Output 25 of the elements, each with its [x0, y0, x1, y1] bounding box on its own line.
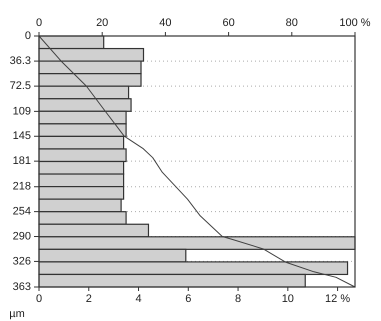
y-tick-label: 218	[12, 180, 31, 193]
y-tick-label: 109	[12, 105, 31, 118]
x-tick-label: 8	[234, 293, 242, 305]
x2-tick-label: 80	[286, 17, 298, 29]
x2-tick-label: 0	[36, 17, 42, 29]
x2-tick-label: 40	[159, 17, 172, 29]
x2-tick-label: 20	[96, 17, 108, 29]
x-tick-label: 12 %	[325, 293, 350, 305]
x2-tick-label: 60	[222, 17, 235, 29]
y-tick-label: 363	[12, 280, 31, 293]
y-tick-label: 0	[24, 30, 31, 42]
x-tick-label: 10	[282, 293, 294, 305]
y-tick-label: 181	[12, 155, 31, 168]
y-tick-label: 145	[12, 130, 31, 142]
x2-tick-label: 100 %	[339, 17, 371, 29]
x-tick-label: 2	[86, 293, 92, 305]
y-tick-label: 290	[12, 230, 31, 242]
y-tick-label: 254	[12, 206, 31, 218]
x-tick-label: 0	[36, 293, 42, 305]
x-tick-label: 6	[185, 293, 192, 305]
y-tick-label: 72.5	[10, 80, 31, 92]
y-tick-label: 326	[12, 255, 31, 268]
y-tick-label: 36.3	[10, 55, 31, 68]
y-axis-title: µm	[9, 308, 25, 320]
x-tick-label: 4	[135, 293, 142, 305]
